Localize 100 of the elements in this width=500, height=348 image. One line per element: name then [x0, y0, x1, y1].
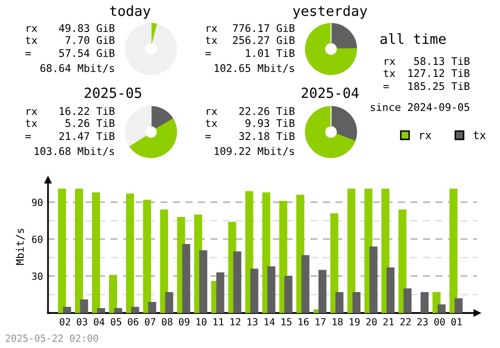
text: all time	[380, 33, 446, 44]
bar	[450, 188, 458, 313]
bar	[92, 192, 100, 313]
bar	[182, 244, 190, 313]
donut-slice	[330, 106, 358, 142]
bar	[330, 213, 338, 313]
bar	[143, 200, 152, 313]
text: 103.68 Mbit/s	[34, 146, 114, 156]
bar	[126, 194, 134, 313]
donut-slice	[330, 22, 358, 50]
bar	[109, 274, 118, 313]
text: 49.83 GiB	[59, 24, 115, 32]
x-tick-label: 01	[451, 318, 462, 326]
text: =	[205, 52, 211, 56]
x-tick-label: 10	[196, 318, 206, 326]
bar	[398, 210, 406, 313]
text: 9.93 TiB	[245, 118, 295, 128]
legend-label: rx	[420, 132, 432, 140]
bar	[347, 188, 356, 313]
x-tick-label: 08	[162, 318, 172, 326]
bar	[335, 292, 344, 313]
bar	[74, 188, 83, 313]
x-tick-label: 19	[350, 318, 360, 326]
x-tick-label: 18	[332, 318, 343, 326]
text: 185.25 TiB	[408, 82, 470, 90]
x-tick-label: 00	[434, 318, 445, 326]
text: since 2024-09-05	[370, 102, 470, 112]
donut-slice	[124, 22, 178, 76]
x-tick-label: 02	[60, 318, 70, 326]
x-tick-label: 11	[214, 318, 224, 326]
text: =	[383, 85, 389, 88]
chart-title: 2025-04	[302, 88, 359, 98]
bar	[301, 255, 310, 313]
x-tick-label: 17	[316, 318, 326, 326]
bar	[216, 272, 224, 313]
bar	[160, 210, 168, 313]
y-tick-label: 90	[32, 198, 43, 206]
bar	[267, 266, 276, 313]
donut-slice	[304, 22, 358, 76]
text: 776.17 GiB	[232, 24, 295, 32]
legend-label: tx	[473, 131, 486, 140]
x-tick-label: 20	[366, 318, 377, 326]
bar	[420, 292, 429, 313]
bar	[352, 292, 360, 313]
text: 109.22 Mbit/s	[214, 146, 294, 156]
x-tick-label: 09	[178, 318, 190, 326]
text: tx	[26, 120, 38, 127]
x-tick-label: 13	[248, 318, 258, 326]
bar	[97, 308, 106, 313]
x-tick-label: 12	[230, 318, 240, 326]
text: 32.18 TiB	[239, 132, 295, 140]
x-tick-label: 15	[282, 318, 292, 326]
x-tick-label: 03	[76, 318, 88, 326]
bar	[454, 298, 463, 313]
bar	[131, 306, 140, 313]
bar	[284, 276, 292, 313]
text: 16.22 TiB	[60, 106, 115, 116]
bar	[386, 267, 395, 313]
text: rx	[206, 26, 218, 32]
text: 22.26 TiB	[239, 106, 295, 116]
x-tick-label: 23	[417, 318, 428, 326]
bar	[404, 288, 412, 313]
bar	[58, 188, 66, 313]
donut-slice	[304, 106, 356, 158]
text: 68.64 Mbit/s	[40, 64, 114, 73]
text: 127.12 TiB	[408, 68, 470, 77]
text: 21.47 TiB	[59, 132, 115, 140]
text: 57.54 GiB	[59, 48, 115, 58]
text: tx	[384, 70, 396, 77]
text: =	[25, 135, 31, 138]
text: tx	[26, 36, 38, 44]
x-tick-label: 05	[110, 318, 122, 326]
y-tick-label: 60	[32, 236, 43, 243]
x-tick-label: 16	[298, 318, 309, 326]
text: rx	[26, 109, 38, 115]
text: rx	[206, 109, 218, 115]
text: 5.26 TiB	[66, 118, 115, 128]
bar	[148, 302, 156, 313]
x-tick-label: 14	[264, 318, 275, 326]
bar	[63, 306, 72, 313]
bar	[233, 251, 242, 313]
text: 102.65 Mbit/s	[214, 64, 294, 73]
text: 58.13 TiB	[414, 56, 470, 66]
bar	[80, 299, 88, 313]
text: 7.70 GiB	[66, 36, 115, 44]
text: tx	[206, 36, 218, 44]
donut-slice	[128, 118, 178, 158]
chart-title: 2025-05	[84, 88, 142, 98]
bar	[165, 292, 174, 313]
text: 1.01 TiB	[246, 48, 295, 58]
bar	[369, 246, 378, 313]
bar	[114, 308, 122, 313]
text: =	[25, 52, 31, 56]
bar	[199, 250, 208, 313]
text: =	[205, 135, 211, 138]
bar	[318, 270, 326, 313]
x-tick-label: 21	[383, 318, 394, 326]
donut-slice	[124, 106, 152, 146]
x-tick-label: 07	[144, 318, 156, 326]
x-tick-label: 04	[94, 318, 104, 326]
